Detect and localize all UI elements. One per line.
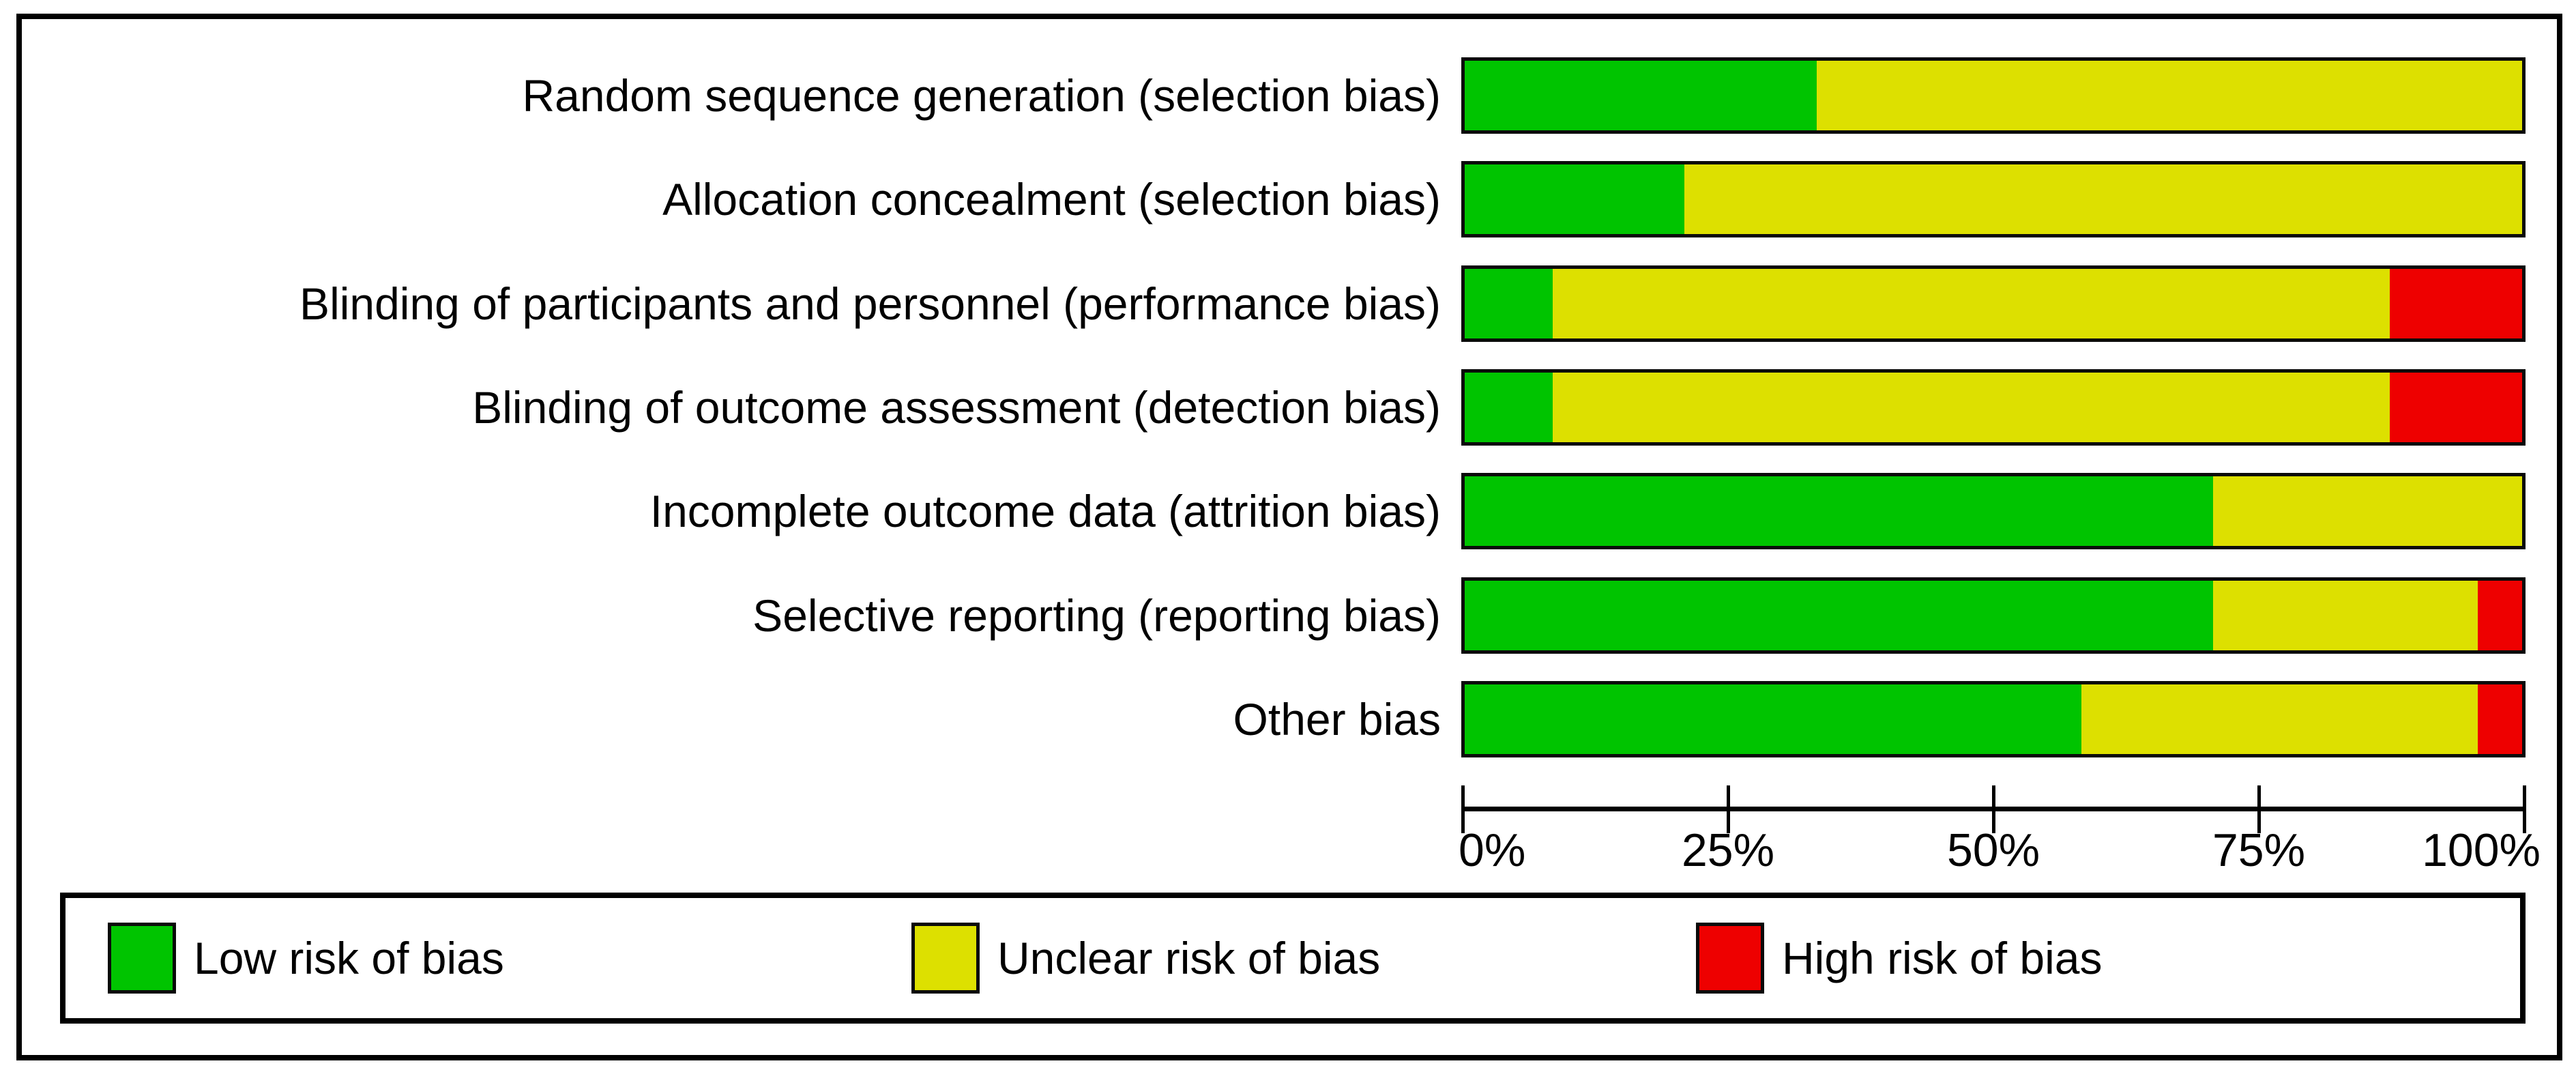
category-label: Random sequence generation (selection bi… [522, 70, 1441, 121]
stacked-bar [1461, 161, 2526, 237]
stacked-bar [1461, 369, 2526, 446]
category-label: Selective reporting (reporting bias) [752, 590, 1441, 641]
segment-unclear-risk [1552, 373, 2390, 442]
bar-row: Other bias [0, 681, 2576, 757]
axis-tick-label: 75% [2212, 824, 2306, 876]
stacked-bar [1461, 681, 2526, 757]
axis-tick-label: 100% [2422, 824, 2541, 876]
axis-tick [1461, 785, 1465, 833]
segment-low-risk [1465, 581, 2214, 650]
category-label: Blinding of participants and personnel (… [299, 278, 1441, 329]
figure-border [16, 14, 2562, 1060]
segment-unclear-risk [2213, 476, 2522, 546]
legend-swatch-high-risk [1696, 923, 1764, 994]
segment-unclear-risk [2081, 684, 2478, 754]
legend-item-low-risk: Low risk of bias [108, 923, 504, 994]
legend: Low risk of bias Unclear risk of bias Hi… [60, 893, 2526, 1024]
axis-tick [1727, 785, 1730, 833]
axis-tick-label: 25% [1681, 824, 1775, 876]
segment-unclear-risk [1817, 61, 2522, 130]
legend-item-high-risk: High risk of bias [1696, 923, 2103, 994]
bar-row: Incomplete outcome data (attrition bias) [0, 473, 2576, 549]
segment-low-risk [1465, 61, 1817, 130]
segment-unclear-risk [2213, 581, 2478, 650]
category-label: Incomplete outcome data (attrition bias) [649, 486, 1441, 536]
bar-row: Allocation concealment (selection bias) [0, 161, 2576, 237]
bar-row: Blinding of outcome assessment (detectio… [0, 369, 2576, 446]
bar-row: Selective reporting (reporting bias) [0, 577, 2576, 654]
stacked-bar [1461, 265, 2526, 342]
legend-label-high-risk: High risk of bias [1782, 933, 2103, 983]
legend-swatch-low-risk [108, 923, 176, 994]
segment-high-risk [2477, 684, 2522, 754]
segment-high-risk [2390, 269, 2522, 338]
axis-tick [2257, 785, 2261, 833]
axis-tick-label: 0% [1459, 824, 1526, 876]
segment-low-risk [1465, 684, 2081, 754]
stacked-bar [1461, 57, 2526, 134]
segment-unclear-risk [1552, 269, 2390, 338]
category-label: Other bias [1233, 694, 1441, 744]
legend-item-unclear-risk: Unclear risk of bias [911, 923, 1380, 994]
axis-tick-label: 50% [1946, 824, 2040, 876]
segment-low-risk [1465, 269, 1553, 338]
segment-low-risk [1465, 373, 1553, 442]
segment-unclear-risk [1684, 164, 2522, 234]
segment-high-risk [2390, 373, 2522, 442]
stacked-bar [1461, 473, 2526, 549]
legend-swatch-unclear-risk [911, 923, 980, 994]
segment-high-risk [2477, 581, 2522, 650]
segment-low-risk [1465, 164, 1685, 234]
legend-label-unclear-risk: Unclear risk of bias [997, 933, 1381, 983]
axis-tick [2523, 785, 2526, 833]
category-label: Blinding of outcome assessment (detectio… [472, 382, 1441, 433]
legend-label-low-risk: Low risk of bias [194, 933, 504, 983]
stacked-bar [1461, 577, 2526, 654]
bar-row: Random sequence generation (selection bi… [0, 57, 2576, 134]
segment-low-risk [1465, 476, 2214, 546]
axis-tick [1992, 785, 1995, 833]
bar-row: Blinding of participants and personnel (… [0, 265, 2576, 342]
category-label: Allocation concealment (selection bias) [662, 174, 1441, 225]
